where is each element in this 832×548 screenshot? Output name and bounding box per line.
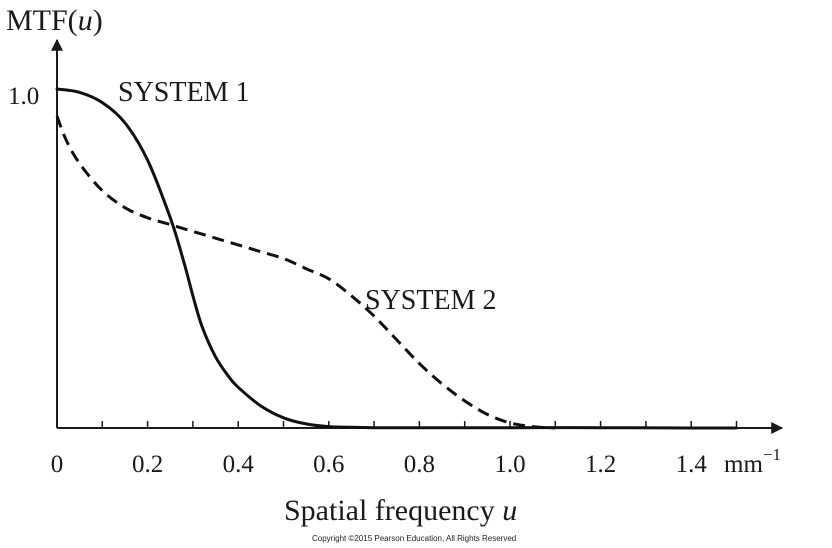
x-tick-label: 0.2 (132, 451, 163, 478)
y-axis-title-suffix: ) (93, 4, 103, 37)
x-axis-title: Spatial frequency u (284, 494, 517, 527)
series-line-system-2 (55, 115, 556, 430)
series-label-system-2: SYSTEM 2 (365, 285, 496, 316)
y-axis-title-variable: u (78, 4, 93, 37)
x-axis-unit: mm−1 (724, 445, 781, 478)
y-axis-title-prefix: MTF( (6, 4, 78, 37)
x-tick-label: 0.4 (223, 451, 255, 478)
x-tick-label: 0.8 (404, 451, 435, 478)
x-axis-title-text: Spatial frequency (284, 494, 502, 527)
series-line-system-1 (55, 87, 738, 430)
x-tick-label: 0 (51, 451, 64, 478)
y-axis-title: MTF(u) (6, 4, 103, 37)
x-tick-label: 1.2 (585, 451, 616, 478)
x-tick-label: 0.6 (313, 451, 344, 478)
x-tick-label: 1.4 (676, 451, 708, 478)
x-axis-unit-base: mm (724, 451, 763, 478)
y-tick-label: 1.0 (8, 83, 39, 110)
x-axis-title-variable: u (502, 494, 517, 527)
x-tick-label: 1.0 (494, 451, 525, 478)
x-axis-unit-exponent: −1 (763, 445, 781, 464)
x-tick-labels: 0 0.2 0.4 0.6 0.8 1.0 1.2 1.4 (51, 451, 708, 478)
series-label-system-1: SYSTEM 1 (118, 77, 249, 108)
copyright-notice: Copyright ©2015 Pearson Education, All R… (312, 534, 516, 543)
